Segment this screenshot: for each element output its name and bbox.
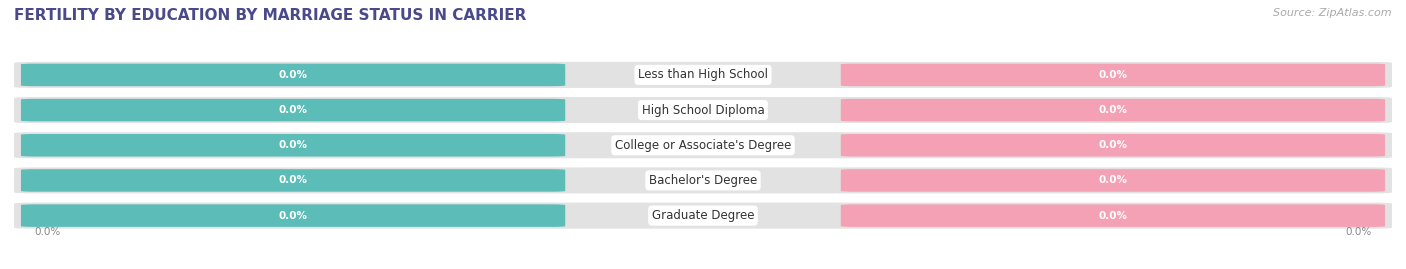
Text: Bachelor's Degree: Bachelor's Degree <box>650 174 756 187</box>
FancyBboxPatch shape <box>21 99 565 121</box>
Text: 0.0%: 0.0% <box>1098 70 1128 80</box>
FancyBboxPatch shape <box>841 204 1385 227</box>
Text: 0.0%: 0.0% <box>1098 175 1128 185</box>
Text: 0.0%: 0.0% <box>278 70 308 80</box>
Text: High School Diploma: High School Diploma <box>641 104 765 116</box>
FancyBboxPatch shape <box>841 64 1385 86</box>
FancyBboxPatch shape <box>841 169 1385 192</box>
FancyBboxPatch shape <box>21 204 565 227</box>
Text: 0.0%: 0.0% <box>278 211 308 221</box>
Text: 0.0%: 0.0% <box>1346 227 1371 237</box>
Text: FERTILITY BY EDUCATION BY MARRIAGE STATUS IN CARRIER: FERTILITY BY EDUCATION BY MARRIAGE STATU… <box>14 8 526 23</box>
Text: 0.0%: 0.0% <box>278 175 308 185</box>
Text: 0.0%: 0.0% <box>1098 140 1128 150</box>
Text: Source: ZipAtlas.com: Source: ZipAtlas.com <box>1274 8 1392 18</box>
FancyBboxPatch shape <box>14 167 1392 193</box>
Text: 0.0%: 0.0% <box>278 105 308 115</box>
Text: 0.0%: 0.0% <box>1098 211 1128 221</box>
FancyBboxPatch shape <box>14 132 1392 158</box>
Text: Graduate Degree: Graduate Degree <box>652 209 754 222</box>
Text: Less than High School: Less than High School <box>638 68 768 82</box>
Text: 0.0%: 0.0% <box>35 227 60 237</box>
FancyBboxPatch shape <box>14 62 1392 88</box>
FancyBboxPatch shape <box>841 134 1385 157</box>
Text: 0.0%: 0.0% <box>1098 105 1128 115</box>
Text: 0.0%: 0.0% <box>278 140 308 150</box>
FancyBboxPatch shape <box>21 134 565 157</box>
FancyBboxPatch shape <box>14 97 1392 123</box>
Text: College or Associate's Degree: College or Associate's Degree <box>614 139 792 152</box>
FancyBboxPatch shape <box>21 64 565 86</box>
FancyBboxPatch shape <box>841 99 1385 121</box>
FancyBboxPatch shape <box>14 203 1392 229</box>
FancyBboxPatch shape <box>21 169 565 192</box>
